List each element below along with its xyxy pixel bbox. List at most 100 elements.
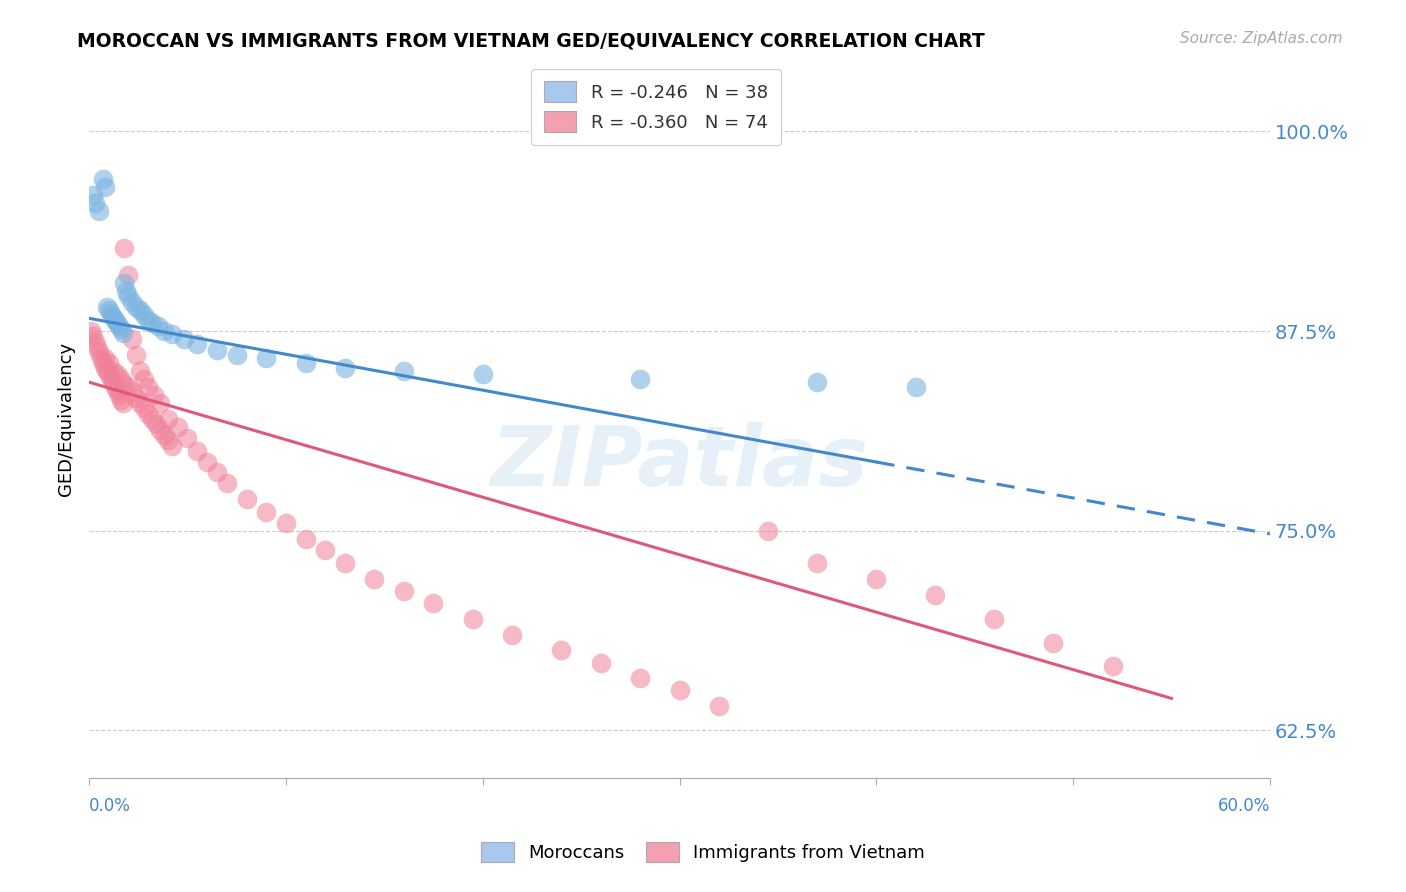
Point (422, 596, 444, 610)
Point (114, 376, 136, 391)
Point (186, 443, 208, 458)
Point (129, 396, 152, 410)
Point (756, 524, 779, 538)
Point (333, 360, 356, 375)
Point (111, 396, 134, 410)
Point (91, 356, 114, 370)
Point (121, 384, 143, 399)
Point (125, 348, 148, 362)
Text: 60.0%: 60.0% (1218, 797, 1270, 815)
Point (105, 368, 128, 382)
Point (97, 356, 120, 370)
Point (82, 329, 104, 343)
Point (136, 407, 159, 421)
Point (115, 284, 138, 298)
Point (121, 332, 143, 346)
Point (153, 428, 176, 442)
Point (90, 351, 112, 366)
Point (294, 532, 316, 546)
Point (125, 391, 148, 405)
Point (141, 412, 163, 426)
Point (160, 439, 183, 453)
Point (363, 572, 385, 586)
Text: Source: ZipAtlas.com: Source: ZipAtlas.com (1180, 31, 1343, 46)
Point (96, 300, 118, 314)
Point (205, 343, 228, 358)
Point (1042, 635, 1064, 649)
Point (156, 433, 179, 447)
Point (101, 375, 124, 389)
Point (110, 372, 132, 386)
Point (87, 344, 110, 359)
Point (104, 313, 127, 327)
Point (107, 388, 129, 402)
Point (97, 303, 120, 318)
Point (314, 542, 336, 557)
Point (471, 368, 494, 382)
Point (235, 491, 257, 506)
Point (114, 241, 136, 255)
Point (129, 303, 152, 318)
Text: 0.0%: 0.0% (89, 797, 131, 815)
Point (186, 336, 208, 351)
Point (82, 188, 104, 202)
Text: ZIPatlas: ZIPatlas (491, 422, 869, 502)
Point (160, 327, 183, 342)
Point (707, 699, 730, 714)
Point (392, 364, 415, 378)
Point (100, 372, 122, 386)
Point (156, 412, 179, 426)
Point (94, 351, 117, 366)
Point (983, 611, 1005, 625)
Point (205, 465, 228, 479)
Point (101, 364, 124, 378)
Point (166, 420, 188, 434)
Point (107, 319, 129, 334)
Point (134, 401, 156, 415)
Point (84, 196, 107, 211)
Point (141, 316, 163, 330)
Point (94, 180, 117, 194)
Point (294, 356, 316, 370)
Point (94, 360, 117, 375)
Point (501, 627, 523, 641)
Point (333, 556, 356, 570)
Point (254, 504, 277, 518)
Point (274, 516, 297, 530)
Point (176, 431, 198, 445)
Point (105, 316, 128, 330)
Point (129, 364, 152, 378)
Point (100, 306, 122, 320)
Point (117, 380, 139, 394)
Point (149, 423, 172, 437)
Point (865, 572, 887, 586)
Point (589, 657, 612, 671)
Point (145, 417, 167, 431)
Point (461, 611, 484, 625)
Point (215, 475, 238, 490)
Legend: Moroccans, Immigrants from Vietnam: Moroccans, Immigrants from Vietnam (474, 834, 932, 870)
Point (904, 380, 927, 394)
Legend: R = -0.246   N = 38, R = -0.360   N = 74: R = -0.246 N = 38, R = -0.360 N = 74 (531, 69, 780, 145)
Point (628, 372, 651, 386)
Point (134, 308, 156, 322)
Point (97, 368, 120, 382)
Point (550, 643, 572, 657)
Point (80, 324, 103, 338)
Point (143, 388, 166, 402)
Point (105, 383, 128, 397)
Point (924, 588, 946, 602)
Point (173, 332, 195, 346)
Point (125, 300, 148, 314)
Point (225, 348, 247, 362)
Point (96, 364, 118, 378)
Point (87, 204, 110, 219)
Point (136, 380, 159, 394)
Point (1101, 659, 1123, 673)
Point (136, 313, 159, 327)
Point (628, 671, 651, 685)
Point (114, 276, 136, 290)
Point (91, 172, 114, 186)
Point (392, 584, 415, 599)
Point (104, 380, 127, 394)
